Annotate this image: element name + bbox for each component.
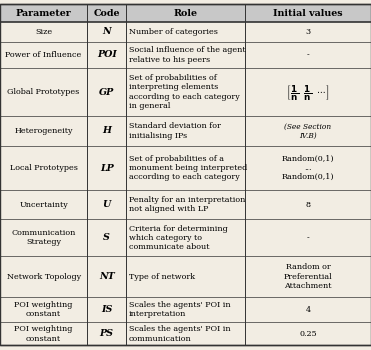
Text: IS: IS: [101, 305, 112, 314]
Text: Standard deviation for
initialising IPs: Standard deviation for initialising IPs: [129, 122, 221, 140]
Text: Communication
Strategy: Communication Strategy: [12, 229, 76, 246]
Text: N: N: [102, 27, 111, 36]
Text: Scales the agents' POI in
communication: Scales the agents' POI in communication: [129, 326, 231, 343]
Text: Criteria for determining
which category to
communicate about: Criteria for determining which category …: [129, 225, 228, 251]
Text: Type of network: Type of network: [129, 273, 195, 281]
Text: 8: 8: [305, 201, 311, 209]
Text: Social influence of the agent
relative to his peers: Social influence of the agent relative t…: [129, 46, 246, 64]
Text: Heterogeneity: Heterogeneity: [14, 127, 73, 135]
Text: Size: Size: [35, 28, 52, 36]
Text: Role: Role: [174, 8, 197, 18]
Text: 3: 3: [305, 28, 311, 36]
Text: POI weighting
constant: POI weighting constant: [14, 326, 73, 343]
Text: LP: LP: [100, 163, 114, 173]
Text: Number of categories: Number of categories: [129, 28, 218, 36]
Text: Parameter: Parameter: [16, 8, 72, 18]
Text: Local Prototypes: Local Prototypes: [10, 164, 78, 172]
Text: Global Prototypes: Global Prototypes: [7, 88, 80, 96]
Text: NT: NT: [99, 272, 115, 281]
Text: Scales the agents' POI in
interpretation: Scales the agents' POI in interpretation: [129, 301, 231, 318]
Text: PS: PS: [100, 329, 114, 338]
Text: Random(0,1)
...
Random(0,1): Random(0,1) ... Random(0,1): [282, 155, 334, 181]
Text: Uncertainty: Uncertainty: [19, 201, 68, 209]
Text: POI: POI: [97, 50, 116, 60]
Text: GP: GP: [99, 88, 114, 97]
Text: 0.25: 0.25: [299, 330, 317, 338]
Text: H: H: [102, 126, 111, 135]
Text: U: U: [102, 200, 111, 209]
Text: Penalty for an interpretation
not aligned with LP: Penalty for an interpretation not aligne…: [129, 196, 246, 213]
Text: Random or
Preferential
Attachment: Random or Preferential Attachment: [283, 264, 332, 290]
Text: $\left[\,\dfrac{\mathbf{1}}{\mathbf{n}}\ \ \dfrac{\mathbf{1}}{\mathbf{n}}\ \ \cd: $\left[\,\dfrac{\mathbf{1}}{\mathbf{n}}\…: [286, 83, 330, 102]
Text: -: -: [306, 234, 309, 242]
Text: Initial values: Initial values: [273, 8, 343, 18]
Text: Power of Influence: Power of Influence: [6, 51, 82, 59]
Text: Set of probabilities of a
monument being interpreted
according to each category: Set of probabilities of a monument being…: [129, 155, 247, 181]
Text: Set of probabilities of
interpreting elements
according to each category
in gene: Set of probabilities of interpreting ele…: [129, 74, 240, 110]
Text: Code: Code: [93, 8, 120, 18]
Text: (See Section
IV.B): (See Section IV.B): [284, 122, 332, 140]
Text: POI weighting
constant: POI weighting constant: [14, 301, 73, 318]
Text: -: -: [306, 51, 309, 59]
Bar: [0, 4, 371, 22]
Text: Network Topology: Network Topology: [7, 273, 81, 281]
Text: S: S: [103, 233, 110, 242]
Text: 4: 4: [305, 306, 311, 314]
